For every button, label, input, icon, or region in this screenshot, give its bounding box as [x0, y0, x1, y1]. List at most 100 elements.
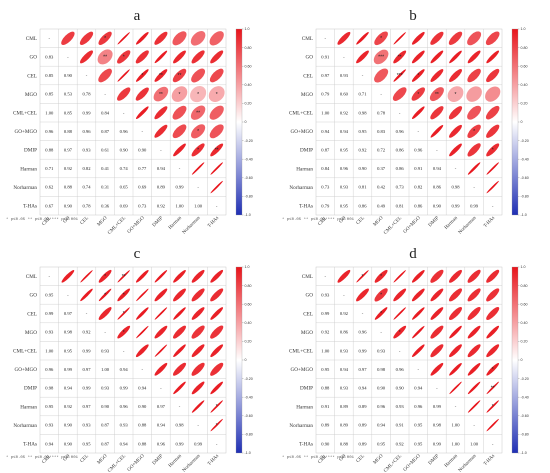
column-label: Norharman: [182, 454, 202, 473]
correlation-ellipse: [467, 31, 482, 46]
correlation-ellipse: [191, 68, 206, 83]
correlation-value: 0.94: [433, 166, 442, 171]
correlation-ellipse: [430, 50, 444, 64]
diagonal-mark: -: [49, 36, 51, 41]
correlation-ellipse: [430, 69, 444, 82]
correlation-value: 0.87: [101, 129, 110, 134]
colorbar-tick-label: 0.80: [521, 46, 528, 50]
significance-star: **: [178, 73, 182, 79]
significance-star: **: [398, 55, 402, 61]
colorbar-tick-label: -0.60: [521, 414, 529, 418]
correlation-value: 0.95: [82, 441, 91, 446]
correlation-ellipse: [191, 381, 205, 395]
correlation-ellipse: [210, 307, 224, 320]
correlation-ellipse: [467, 105, 482, 120]
panel-letter: a: [134, 8, 141, 24]
correlation-ellipse: [135, 106, 149, 120]
column-label: MGO: [97, 216, 109, 228]
correlation-value: 0.90: [321, 441, 330, 446]
significance-star: **: [196, 110, 200, 116]
colorbar-tick-label: -0.40: [521, 157, 529, 161]
diagonal-mark: -: [104, 330, 106, 335]
correlation-value: 0.92: [396, 441, 405, 446]
correlation-ellipse: [171, 86, 188, 102]
column-label: GO+MGO: [403, 454, 422, 473]
diagonal-mark: -: [86, 311, 88, 316]
correlation-value: 0.81: [358, 185, 367, 190]
row-label: Norharman: [13, 185, 37, 191]
correlation-ellipse: [337, 31, 351, 45]
diagonal-mark: -: [325, 274, 327, 279]
correlation-ellipse: [80, 288, 93, 302]
column-label: Norharman: [458, 454, 478, 473]
correlation-ellipse: [117, 32, 130, 45]
correlation-value: 0.98: [45, 386, 54, 391]
correlation-ellipse: [430, 362, 444, 376]
correlation-value: 0.88: [45, 148, 54, 153]
correlation-ellipse: [430, 288, 444, 302]
correlation-value: 1.00: [321, 348, 330, 353]
correlation-value: 0.86: [396, 166, 405, 171]
correlation-value: 0.97: [82, 367, 91, 372]
correlation-value: 0.96: [396, 129, 405, 134]
row-label: Harman: [296, 166, 313, 172]
correlation-ellipse: [449, 269, 462, 283]
correlation-ellipse: [209, 68, 224, 83]
significance-star: *: [473, 129, 475, 135]
correlation-value: 0.83: [377, 129, 386, 134]
correlation-value: 0.86: [433, 185, 442, 190]
column-label: CEL: [356, 216, 366, 226]
correlation-ellipse: [173, 325, 186, 339]
correlation-ellipse: [393, 32, 406, 45]
row-label: CML+CEL: [289, 349, 313, 355]
column-label: T-HAs: [483, 454, 496, 467]
correlation-value: 0.81: [396, 203, 405, 208]
correlation-ellipse: [486, 68, 500, 83]
correlation-value: 1.00: [321, 110, 330, 115]
correlation-value: 0.93: [340, 185, 349, 190]
correlation-value: 0.90: [64, 73, 73, 78]
row-label: CML+CEL: [289, 111, 313, 117]
correlation-ellipse: [154, 106, 168, 120]
colorbar-tick-label: -0.20: [521, 377, 529, 381]
correlation-value: 0.92: [64, 166, 73, 171]
diagonal-mark: -: [104, 92, 106, 97]
significance-footnote: * p≤0.05 ** p≤0.01 *** p≤0.001: [6, 217, 79, 222]
correlation-ellipse: [154, 288, 168, 302]
row-label: GO: [306, 293, 314, 299]
correlation-ellipse: [485, 31, 500, 46]
correlation-ellipse: [467, 288, 481, 302]
correlation-value: 0.94: [414, 386, 423, 391]
correlation-value: 0.97: [157, 404, 166, 409]
correlation-ellipse: [172, 68, 187, 83]
correlation-value: 0.94: [157, 423, 166, 428]
column-label: CML: [318, 454, 329, 465]
correlation-ellipse: [449, 362, 462, 376]
column-label: MGO: [373, 216, 385, 228]
correlation-value: 0.93: [45, 330, 54, 335]
correlation-value: 0.89: [340, 404, 349, 409]
row-label: GO: [30, 55, 38, 61]
colorbar-tick-label: -0.80: [245, 195, 253, 199]
diagonal-mark: -: [197, 423, 199, 428]
column-label: CEL: [356, 454, 366, 464]
significance-star: *: [197, 129, 199, 135]
correlation-ellipse: [356, 270, 369, 283]
correlation-value: 0.90: [358, 166, 367, 171]
colorbar-tick-label: 0: [245, 358, 247, 362]
correlation-ellipse: [210, 269, 224, 283]
correlation-ellipse: [393, 69, 406, 82]
row-label: T-HAs: [299, 204, 313, 210]
colorbar-tick-label: -0.80: [521, 195, 529, 199]
correlation-ellipse: [172, 31, 187, 46]
correlation-value: 0.95: [321, 367, 330, 372]
column-label: CML+CEL: [107, 216, 127, 236]
correlation-ellipse: [190, 105, 206, 120]
column-label: T-HAs: [483, 216, 496, 229]
significance-star: *: [455, 92, 457, 98]
correlation-value: 0.71: [45, 166, 54, 171]
row-label: GO+MGO: [290, 367, 313, 373]
diagonal-mark: -: [142, 129, 144, 134]
correlation-value: 0.93: [82, 148, 91, 153]
correlation-ellipse: [356, 50, 369, 64]
